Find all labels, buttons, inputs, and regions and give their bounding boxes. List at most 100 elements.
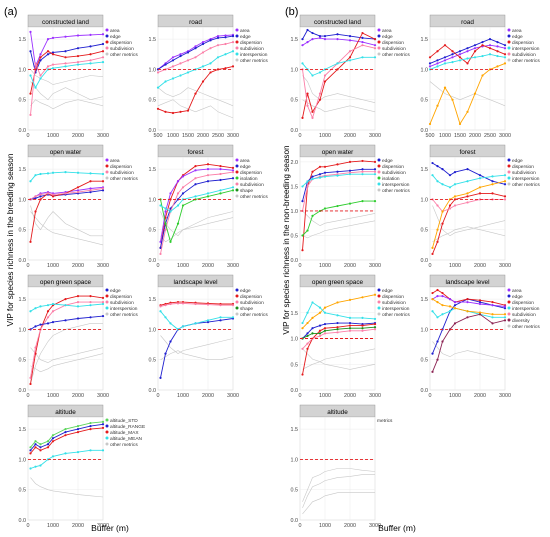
- series-point-subdivision: [201, 51, 205, 54]
- series-point-dispersion: [89, 294, 92, 298]
- series-point-dispersion: [311, 110, 314, 113]
- x-tick-label: 3000: [227, 263, 239, 269]
- legend-label: other metrics: [512, 58, 540, 64]
- series-line-other: [30, 353, 104, 373]
- series-point-dispersion: [29, 240, 32, 243]
- legend-swatch: [377, 182, 381, 186]
- legend-label: dispersion: [512, 300, 534, 306]
- series-point-interspersion: [76, 171, 80, 174]
- panel-b-open-water: open water 0.0 0.5 1.0 1.5 2.0 0 1000 2000 3000 ed…: [291, 144, 410, 269]
- series-point-interspersion: [209, 62, 212, 65]
- series-point-edge: [301, 38, 304, 41]
- series-point-area: [318, 36, 322, 40]
- series-point-dispersion: [373, 322, 377, 326]
- y-tick-label: 1.5: [19, 297, 27, 303]
- series-point-dispersion: [503, 195, 507, 198]
- series-point-dispersion: [336, 326, 339, 329]
- series-point-dispersion: [431, 252, 434, 256]
- series-point-edge: [194, 47, 197, 50]
- legend-label: area: [512, 28, 522, 34]
- legend-swatch: [377, 306, 381, 310]
- series-point-dispersion: [64, 298, 67, 301]
- series-point-edge: [323, 322, 327, 326]
- legend-swatch: [105, 40, 109, 44]
- series-point-edge: [496, 41, 499, 44]
- series-point-area: [466, 50, 469, 53]
- legend-label: edge: [110, 288, 121, 294]
- series-point-interspersion: [478, 177, 482, 180]
- series-line-other: [302, 220, 376, 239]
- series-point-interspersion: [318, 176, 322, 179]
- series-point-altitude_RANGE: [39, 446, 42, 449]
- series-point-dispersion: [179, 110, 182, 113]
- series-point-subdivision: [194, 177, 197, 180]
- series-point-subdivision: [323, 74, 327, 77]
- x-tick-label: 0: [27, 263, 30, 269]
- y-tick-label: 0.0: [291, 128, 299, 134]
- legend-label: dispersion: [240, 170, 262, 176]
- series-point-isolation: [311, 214, 314, 217]
- legend-label: dispersion: [512, 40, 534, 46]
- series-point-edge: [181, 192, 185, 195]
- series-point-dispersion: [89, 53, 92, 56]
- series-point-edge: [64, 319, 67, 322]
- x-tick-label: 1000: [319, 393, 331, 399]
- series-point-isolation: [323, 207, 327, 210]
- y-tick-label: 0.0: [291, 388, 299, 394]
- plot-area: [429, 156, 506, 261]
- series-point-interspersion: [436, 104, 439, 107]
- series-point-dispersion: [201, 80, 205, 83]
- series-point-interspersion: [64, 171, 67, 174]
- series-point-subdivision: [488, 53, 492, 56]
- x-tick-label: 3000: [97, 133, 109, 139]
- series-point-dispersion: [46, 50, 50, 53]
- legend-swatch: [377, 40, 381, 44]
- x-tick-label: 3000: [369, 263, 381, 269]
- series-point-subdivision: [503, 313, 507, 316]
- series-point-altitude_STD: [34, 440, 37, 443]
- series-point-area: [301, 44, 304, 47]
- series-point-dispersion: [491, 301, 494, 304]
- series-point-diversity: [431, 370, 434, 373]
- series-point-subdivision: [503, 56, 507, 59]
- series-point-altitude_RANGE: [76, 428, 80, 431]
- series-point-subdivision: [46, 192, 50, 195]
- series-point-altitude_MEAN: [51, 455, 55, 458]
- y-tick-label: 1.5: [291, 427, 299, 433]
- series-point-dispersion: [206, 163, 210, 166]
- series-point-dispersion: [231, 166, 235, 170]
- series-point-dispersion: [348, 56, 352, 59]
- series-point-interspersion: [453, 183, 457, 186]
- legend-label: other metrics: [240, 312, 268, 318]
- series-point-edge: [101, 42, 105, 46]
- y-tick-label: 1.0: [291, 457, 299, 463]
- series-point-area: [443, 59, 447, 62]
- legend-swatch: [507, 34, 511, 38]
- series-point-interspersion: [431, 310, 434, 313]
- panel-b-landscape-level: landscape level 0.0 0.5 1.0 1.5 0 1000 2000 3000…: [421, 274, 540, 399]
- series-line-other: [30, 323, 103, 384]
- series-point-edge: [231, 177, 235, 180]
- series-point-altitude_MAX: [46, 446, 50, 449]
- panels-layer: constructed land 0.0 0.5 1.0 1.5 0 1000 2000 300…: [19, 14, 540, 529]
- series-point-interspersion: [318, 311, 322, 314]
- series-point-interspersion: [496, 65, 499, 68]
- series-point-edge: [186, 51, 190, 54]
- y-tick-label: 0.5: [19, 98, 27, 104]
- series-point-subdivision: [89, 301, 92, 304]
- series-point-area: [428, 65, 432, 68]
- series-point-interspersion: [51, 171, 55, 174]
- legend-swatch: [377, 170, 381, 174]
- series-point-subdivision: [216, 44, 220, 47]
- legend-swatch: [507, 28, 511, 32]
- series-point-edge: [311, 175, 314, 178]
- series-point-subdivision: [219, 172, 222, 176]
- series-point-interspersion: [64, 65, 67, 68]
- plot-area: [429, 26, 506, 131]
- legend-swatch: [105, 424, 109, 428]
- series-point-dispersion: [443, 44, 447, 47]
- series-point-edge: [318, 173, 322, 176]
- series-point-diversity: [453, 322, 457, 325]
- series-point-dispersion: [473, 50, 477, 53]
- legend-swatch: [507, 164, 511, 168]
